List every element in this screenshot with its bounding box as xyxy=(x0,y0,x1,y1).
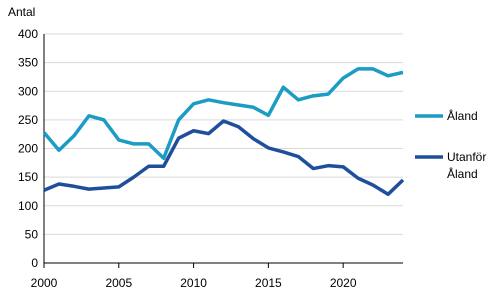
legend-label: Åland xyxy=(447,109,478,123)
y-tick-label: 200 xyxy=(18,142,38,156)
y-tick-label: 350 xyxy=(18,56,38,70)
y-tick-label: 150 xyxy=(18,170,38,184)
y-tick-label: 50 xyxy=(25,227,39,241)
y-tick-label: 0 xyxy=(31,256,38,270)
x-tick-label: 2020 xyxy=(330,276,357,290)
y-tick-label: 250 xyxy=(18,113,38,127)
y-tick-label: 100 xyxy=(18,199,38,213)
y-axis-label: Antal xyxy=(8,5,35,19)
line-series xyxy=(42,67,404,160)
x-tick-label: 2005 xyxy=(105,276,132,290)
legend-label: Utanför Åland xyxy=(447,150,487,181)
line-series xyxy=(43,119,405,197)
x-tick-label: 2010 xyxy=(180,276,207,290)
y-tick-label: 400 xyxy=(18,27,38,41)
x-tick-label: 2000 xyxy=(31,276,58,290)
x-tick-label: 2015 xyxy=(255,276,282,290)
y-tick-label: 300 xyxy=(18,84,38,98)
